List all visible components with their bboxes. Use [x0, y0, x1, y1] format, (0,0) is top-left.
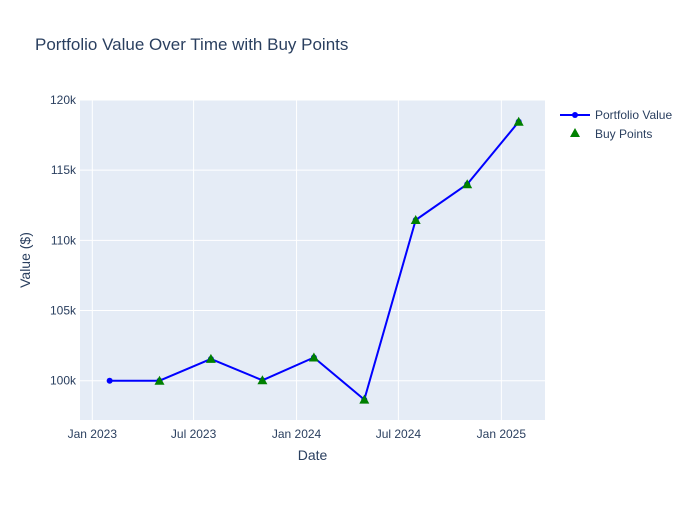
y-tick-label: 120k [50, 93, 77, 107]
buy-point-marker [359, 394, 370, 404]
y-gridlines [80, 99, 545, 382]
series-layer [106, 116, 524, 404]
buy-point-marker [257, 375, 268, 385]
y-tick-label: 115k [51, 163, 77, 177]
chart-title: Portfolio Value Over Time with Buy Point… [35, 35, 348, 54]
y-tick-labels: 100k 105k 110k 115k 120k [50, 93, 77, 388]
buy-point-marker [308, 352, 319, 362]
x-tick-label: Jan 2024 [272, 427, 322, 441]
legend-item-portfolio-value[interactable]: Portfolio Value [560, 108, 672, 122]
legend-item-buy-points[interactable]: Buy Points [570, 127, 652, 141]
buy-point-marker [154, 375, 165, 385]
x-gridlines [91, 100, 502, 420]
x-tick-label: Jan 2025 [477, 427, 527, 441]
data-point-portfolio-value [106, 377, 113, 384]
x-axis-title: Date [298, 447, 328, 463]
x-tick-labels: Jan 2023 Jul 2023 Jan 2024 Jul 2024 Jan 2025 [68, 427, 527, 441]
legend-label-portfolio-value: Portfolio Value [595, 108, 672, 122]
buy-point-marker [513, 116, 524, 126]
legend-triangle-marker [570, 128, 580, 137]
y-tick-label: 110k [51, 233, 77, 247]
buy-point-marker [205, 353, 216, 363]
legend-label-buy-points: Buy Points [595, 127, 652, 141]
plot-area [80, 100, 545, 420]
y-tick-label: 100k [50, 374, 77, 388]
x-tick-label: Jul 2023 [171, 427, 217, 441]
y-axis-title: Value ($) [17, 232, 33, 288]
buy-point-marker [410, 215, 421, 224]
x-tick-label: Jan 2023 [68, 427, 118, 441]
buy-point-marker [462, 179, 473, 189]
x-tick-label: Jul 2024 [376, 427, 422, 441]
y-tick-label: 105k [50, 304, 77, 318]
legend[interactable]: Portfolio Value Buy Points [560, 108, 672, 141]
legend-circle-marker [572, 112, 578, 118]
